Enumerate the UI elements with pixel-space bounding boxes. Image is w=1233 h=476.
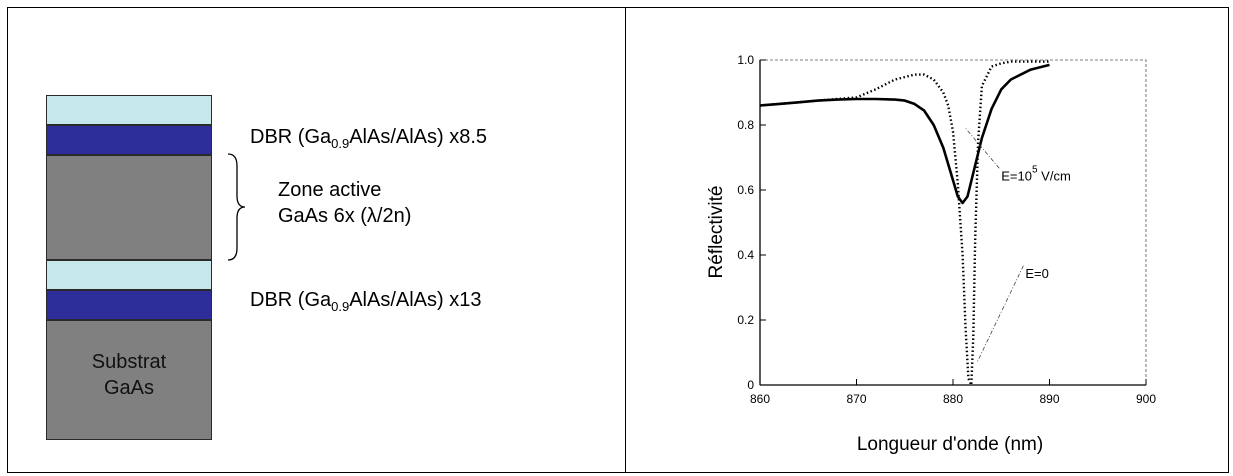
annotation-label: E=0 [1025, 266, 1049, 281]
dbr-top-dark-layer [46, 125, 212, 155]
y-tick-label: 0.4 [737, 248, 754, 262]
x-tick-label: 860 [750, 392, 770, 406]
y-tick-label: 0.2 [737, 313, 754, 327]
y-tick-label: 0.6 [737, 183, 754, 197]
dbr-top-light-layer [46, 95, 212, 125]
active-zone-layer [46, 155, 212, 260]
dbr-bottom-dark-layer [46, 290, 212, 320]
active-zone-label-line2: GaAs 6x (λ/2n) [278, 205, 412, 227]
figure-frame [7, 7, 1229, 473]
x-axis-label: Longueur d'onde (nm) [857, 434, 1043, 455]
dbr-bottom-label: DBR (Ga0.9AlAs/AlAs) x13 [250, 289, 482, 314]
x-tick-label: 880 [943, 392, 963, 406]
dbr-top-label: DBR (Ga0.9AlAs/AlAs) x8.5 [250, 126, 488, 151]
x-tick-label: 890 [1039, 392, 1059, 406]
dbr-bottom-light-layer [46, 260, 212, 290]
active-zone-label-line1: Zone active [278, 179, 382, 201]
x-tick-label: 900 [1136, 392, 1156, 406]
annotation-leader-line [976, 265, 1024, 363]
panel-divider [625, 7, 626, 473]
substrate-layer [46, 320, 212, 440]
active-zone-brace [227, 153, 246, 261]
substrate-label-line2: GaAs [103, 377, 155, 399]
substrate-label-line1: Substrat [91, 351, 167, 373]
y-tick-label: 0 [747, 378, 754, 392]
series-line-dotted [759, 60, 1050, 387]
y-tick-label: 1.0 [737, 53, 754, 67]
series-line-solid [759, 63, 1050, 205]
x-tick-label: 870 [846, 392, 866, 406]
y-axis-label: Réflectivité [706, 186, 727, 279]
reflectivity-chart: 860 870 880 890 900 0 0.2 0.4 0.6 0.8 1.0 E=105 V/… [706, 53, 1156, 455]
annotation-label: E=105 V/cm [1001, 164, 1071, 183]
plot-area-frame [759, 59, 1147, 386]
y-tick-label: 0.8 [737, 118, 754, 132]
